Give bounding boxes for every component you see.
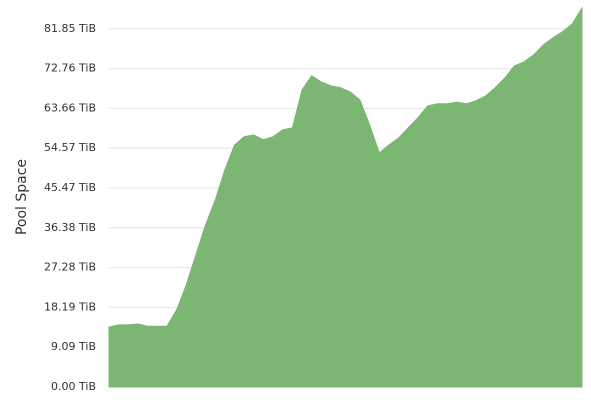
y-tick-label: 72.76 TiB bbox=[44, 62, 96, 75]
area bbox=[108, 6, 583, 388]
y-tick-label: 36.38 TiB bbox=[44, 221, 96, 234]
y-tick-label: 9.09 TiB bbox=[51, 340, 96, 353]
y-axis-label: Pool Space bbox=[14, 159, 30, 235]
y-tick-label: 0.00 TiB bbox=[51, 380, 96, 393]
y-tick-label: 81.85 TiB bbox=[44, 22, 96, 35]
y-tick-label: 63.66 TiB bbox=[44, 101, 96, 114]
y-tick-label: 45.47 TiB bbox=[44, 181, 96, 194]
y-tick-label: 18.19 TiB bbox=[44, 300, 96, 313]
y-tick-label: 54.57 TiB bbox=[44, 141, 96, 154]
y-tick-label: 27.28 TiB bbox=[44, 261, 96, 274]
